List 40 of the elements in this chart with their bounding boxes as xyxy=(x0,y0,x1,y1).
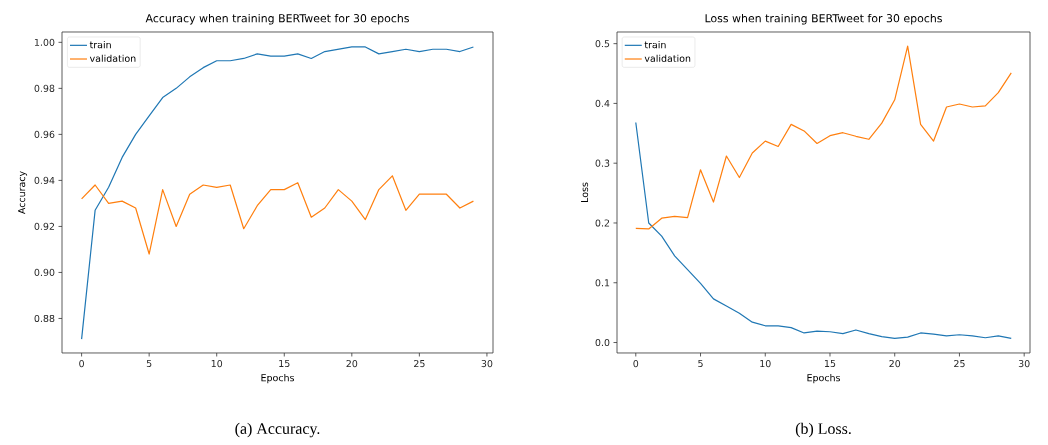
text: (b) Loss. xyxy=(795,422,851,438)
y-tick-label: 1.00 xyxy=(34,38,55,46)
x-tick-label: 5 xyxy=(146,360,152,368)
x-tick-label: 5 xyxy=(698,360,703,368)
chart-title: Loss when training BERTweet for 30 epochs xyxy=(705,13,942,25)
x-tick-label: 20 xyxy=(346,360,358,368)
legend-label: train xyxy=(89,41,111,49)
x-tick-label: 0 xyxy=(633,360,639,368)
chart-title: Accuracy when training BERTweet for 30 epochs xyxy=(145,13,409,25)
y-tick-label: 0.1 xyxy=(595,279,610,287)
line-series xyxy=(635,121,1012,339)
y-tick-label: 0.96 xyxy=(34,130,55,138)
x-tick-label: 15 xyxy=(279,360,290,368)
x-axis-title: Epochs xyxy=(807,374,841,384)
x-tick-label: 10 xyxy=(211,360,223,368)
y-tick-label: 0.3 xyxy=(595,159,610,167)
x-tick-label: 20 xyxy=(889,360,901,368)
x-tick-label: 15 xyxy=(825,360,836,368)
text: (a) Accuracy. xyxy=(235,422,320,438)
x-tick-label: 0 xyxy=(79,360,84,368)
y-tick-label: 0.92 xyxy=(34,222,55,231)
x-tick-label: 10 xyxy=(760,360,771,368)
y-tick-label: 0.2 xyxy=(595,219,610,227)
x-tick-label: 25 xyxy=(954,360,965,368)
y-tick-label: 0.0 xyxy=(595,338,610,347)
y-axis-title: Accuracy xyxy=(18,171,28,215)
x-tick-label: 30 xyxy=(1018,360,1030,368)
legend-label: train xyxy=(644,41,666,49)
y-tick-label: 0.4 xyxy=(595,99,610,107)
y-tick-label: 0.90 xyxy=(34,268,55,277)
y-tick-label: 0.88 xyxy=(34,314,55,323)
legend-label: validation xyxy=(644,54,691,62)
x-axis-title: Epochs xyxy=(261,374,295,384)
y-tick-label: 0.94 xyxy=(34,176,55,184)
x-tick-label: 30 xyxy=(481,360,493,368)
legend-label: validation xyxy=(89,54,136,62)
y-tick-label: 0.5 xyxy=(595,40,610,48)
x-tick-label: 25 xyxy=(414,360,425,368)
y-tick-label: 0.98 xyxy=(34,84,55,92)
y-axis-title: Loss xyxy=(581,182,589,202)
